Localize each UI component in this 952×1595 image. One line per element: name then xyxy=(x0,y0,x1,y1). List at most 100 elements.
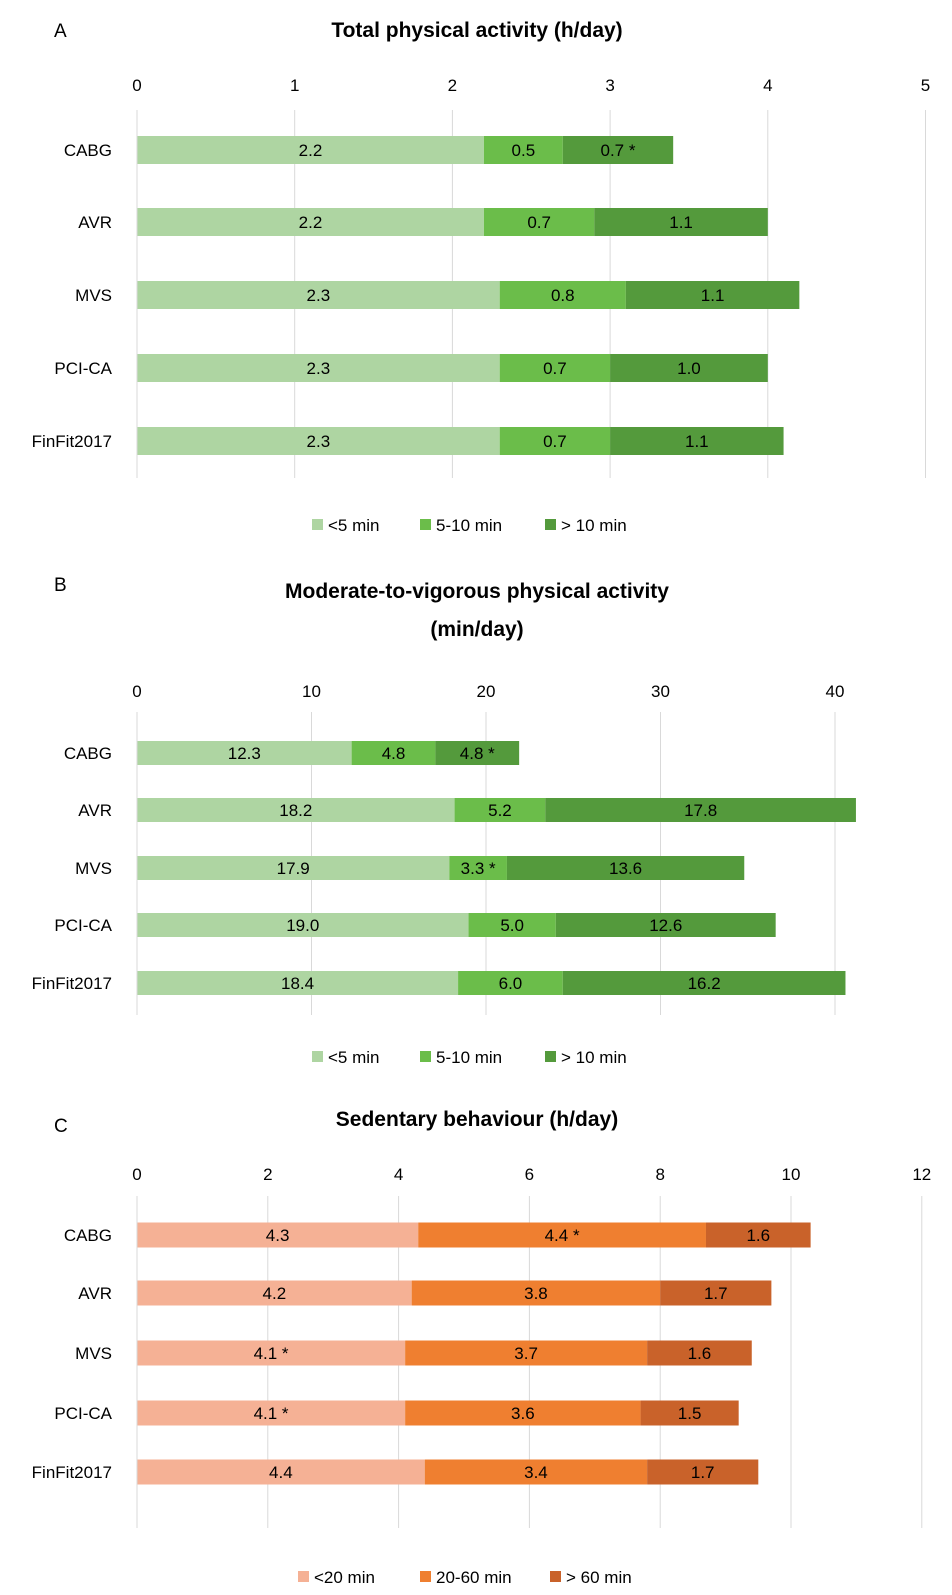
panel-b-data-label-1-1: 5.2 xyxy=(488,801,512,820)
panel-b-bar-2-2 xyxy=(506,856,745,880)
panel-c-bar-4-0 xyxy=(137,1459,425,1485)
panel-c-legend-label-0: <20 min xyxy=(314,1568,375,1587)
panel-b-bar-4-2 xyxy=(562,971,846,995)
panel-a-title-line-1: Total physical activity (h/day) xyxy=(331,19,622,42)
panel-b-legend-label-0: <5 min xyxy=(328,1048,380,1067)
panel-a-category-label-1: AVR xyxy=(78,213,112,232)
panel-c-data-label-3-2: 1.5 xyxy=(678,1404,702,1423)
panel-b-bar-2-0 xyxy=(137,856,450,880)
panel-c-title-line-1: Sedentary behaviour (h/day) xyxy=(336,1108,618,1131)
panel-a-legend-swatch-2 xyxy=(545,519,556,530)
panel-c-data-label-0-0: 4.3 xyxy=(266,1226,290,1245)
panel-a-data-label-4-1: 0.7 xyxy=(543,432,567,451)
panel-c: C Sedentary behaviour (h/day) 0 2 4 6 8 10 12 CA… xyxy=(32,1108,932,1587)
panel-c-legend-swatch-2 xyxy=(550,1571,561,1582)
panel-b-bar-0-2 xyxy=(435,741,520,765)
panel-a-tick-label-5: 5 xyxy=(921,76,930,95)
panel-a-category-label-4: FinFit2017 xyxy=(32,432,112,451)
panel-a-data-label-0-1: 0.5 xyxy=(512,141,536,160)
panel-b-data-label-4-1: 6.0 xyxy=(499,974,523,993)
panel-c-legend-swatch-1 xyxy=(420,1571,431,1582)
panel-a-data-label-0-0: 2.2 xyxy=(299,141,323,160)
panel-b-data-label-2-1: 3.3 * xyxy=(461,859,496,878)
panel-b-legend-label-2: > 10 min xyxy=(561,1048,627,1067)
panel-c-bar-2-2 xyxy=(647,1340,752,1366)
panel-c-bar-1-0 xyxy=(137,1280,412,1306)
panel-a-tick-label-2: 2 xyxy=(448,76,457,95)
panel-c-bar-0-0 xyxy=(137,1222,419,1248)
panel-b-legend-swatch-0 xyxy=(312,1051,323,1062)
panel-b-bar-3-1 xyxy=(468,913,556,937)
panel-b-tick-label-30: 30 xyxy=(651,682,670,701)
panel-c-data-label-1-1: 3.8 xyxy=(524,1284,548,1303)
panel-c-bar-2-0 xyxy=(137,1340,406,1366)
panel-a-data-label-3-1: 0.7 xyxy=(543,359,567,378)
panel-b-data-label-3-0: 19.0 xyxy=(286,916,319,935)
panel-b-category-label-3: PCI-CA xyxy=(54,916,112,935)
panel-b-category-label-2: MVS xyxy=(75,859,112,878)
panel-c-bar-4-2 xyxy=(647,1459,759,1485)
panel-a-bar-3-2 xyxy=(610,354,768,382)
panel-c-data-label-1-2: 1.7 xyxy=(704,1284,728,1303)
panel-a-data-label-3-0: 2.3 xyxy=(307,359,331,378)
panel-c-data-label-2-0: 4.1 * xyxy=(254,1344,289,1363)
panel-b-legend-swatch-2 xyxy=(545,1051,556,1062)
panel-b-title-line-1: Moderate-to-vigorous physical activity xyxy=(285,580,669,603)
panel-b-category-label-0: CABG xyxy=(64,744,112,763)
panel-c-letter: C xyxy=(54,1116,68,1137)
panel-b-data-label-2-0: 17.9 xyxy=(277,859,310,878)
panel-a-tick-label-0: 0 xyxy=(132,76,141,95)
panel-a-data-label-4-2: 1.1 xyxy=(685,432,709,451)
panel-b-data-label-1-2: 17.8 xyxy=(684,801,717,820)
panel-c-category-label-0: CABG xyxy=(64,1226,112,1245)
panel-b-bar-0-1 xyxy=(351,741,436,765)
panel-b-bar-4-0 xyxy=(137,971,459,995)
panel-a-data-label-1-2: 1.1 xyxy=(669,213,693,232)
panel-c-tick-label-0: 0 xyxy=(132,1165,141,1184)
panel-c-bar-3-2 xyxy=(640,1400,739,1426)
panel-a-legend-swatch-1 xyxy=(420,519,431,530)
panel-c-data-label-4-2: 1.7 xyxy=(691,1463,715,1482)
panel-a-tick-label-4: 4 xyxy=(763,76,772,95)
panel-b-bar-1-1 xyxy=(454,798,546,822)
panel-a-legend-label-1: 5-10 min xyxy=(436,516,502,535)
panel-c-legend-label-2: > 60 min xyxy=(566,1568,632,1587)
panel-a-data-label-3-2: 1.0 xyxy=(677,359,701,378)
panel-b-title-line-2: (min/day) xyxy=(430,618,523,641)
panel-a-bar-2-1 xyxy=(499,281,626,309)
panel-a-category-label-0: CABG xyxy=(64,141,112,160)
panel-c-bar-4-1 xyxy=(424,1459,648,1485)
panel-b-data-label-3-1: 5.0 xyxy=(500,916,524,935)
panel-c-data-label-3-0: 4.1 * xyxy=(254,1404,289,1423)
panel-a-bar-4-1 xyxy=(499,427,611,455)
panel-c-bar-3-1 xyxy=(405,1400,641,1426)
panel-a-bar-0-1 xyxy=(483,136,563,164)
panel-a-bar-1-1 xyxy=(483,208,595,236)
panel-b-category-label-1: AVR xyxy=(78,801,112,820)
panel-a-letter: A xyxy=(54,21,67,42)
panel-c-bar-0-1 xyxy=(418,1222,706,1248)
panel-a-bar-3-1 xyxy=(499,354,611,382)
panel-c-tick-label-12: 12 xyxy=(912,1165,931,1184)
panel-c-data-label-2-2: 1.6 xyxy=(688,1344,712,1363)
panel-b-data-label-2-2: 13.6 xyxy=(609,859,642,878)
panel-c-category-label-3: PCI-CA xyxy=(54,1404,112,1423)
panel-a-category-label-2: MVS xyxy=(75,286,112,305)
panel-b-legend-label-1: 5-10 min xyxy=(436,1048,502,1067)
panel-b-data-label-3-2: 12.6 xyxy=(649,916,682,935)
panel-a-legend-label-2: > 10 min xyxy=(561,516,627,535)
panel-c-data-label-1-0: 4.2 xyxy=(263,1284,287,1303)
panel-a-legend-swatch-0 xyxy=(312,519,323,530)
panel-a-data-label-2-2: 1.1 xyxy=(701,286,725,305)
panel-b-bar-1-2 xyxy=(545,798,856,822)
panel-a-bar-4-2 xyxy=(610,427,784,455)
panel-c-legend-label-1: 20-60 min xyxy=(436,1568,512,1587)
panel-c-category-label-4: FinFit2017 xyxy=(32,1463,112,1482)
panel-b-data-label-0-2: 4.8 * xyxy=(460,744,495,763)
panel-b-data-label-4-0: 18.4 xyxy=(281,974,314,993)
panel-c-category-label-2: MVS xyxy=(75,1344,112,1363)
panel-a-legend-label-0: <5 min xyxy=(328,516,380,535)
panel-c-bar-1-1 xyxy=(411,1280,661,1306)
panel-b-bar-0-0 xyxy=(137,741,352,765)
